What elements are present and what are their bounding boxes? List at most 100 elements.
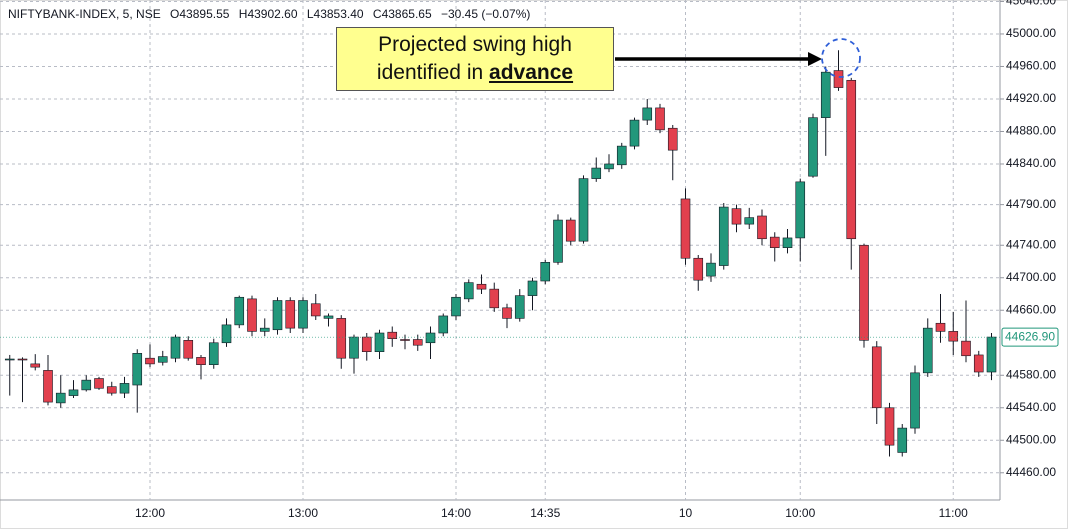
x-tick-label: 12:00 — [135, 506, 165, 520]
candle-body — [387, 331, 398, 339]
candle-body — [259, 327, 270, 332]
candle-body — [910, 372, 920, 429]
x-tick-label: 10:00 — [785, 506, 815, 520]
candle-body — [706, 262, 716, 277]
x-tick-label: 14:35 — [530, 506, 560, 520]
candle-body — [961, 340, 971, 357]
annotation-emphasis: advance — [489, 61, 574, 84]
swing-high-circle — [821, 38, 861, 78]
candle-body — [553, 219, 563, 263]
candle-body — [132, 353, 143, 386]
annotation-line: Projected swing high — [378, 33, 572, 56]
annotation-text: identified in — [376, 61, 484, 84]
candle-body — [565, 219, 576, 242]
annotation: Projected swing high identified in advan… — [336, 27, 614, 91]
candle-body — [55, 392, 66, 404]
candle-body — [170, 336, 181, 359]
last-price-tag — [1001, 327, 1059, 347]
x-tick-label: 11:00 — [939, 506, 968, 520]
candle-body — [412, 339, 423, 346]
candle-body — [591, 167, 602, 179]
candle-body — [43, 370, 53, 403]
candle-body — [935, 322, 946, 332]
candle-body — [119, 383, 130, 394]
y-tick-label: 45040.00 — [1006, 0, 1056, 8]
candle-body — [948, 331, 959, 342]
candle-body — [986, 336, 997, 373]
y-tick-label: 44700.00 — [1006, 270, 1056, 284]
y-tick-label: 44960.00 — [1006, 59, 1056, 73]
candle-body — [17, 358, 28, 361]
candle-body — [897, 427, 908, 453]
candle-body — [871, 346, 882, 409]
candle-body — [693, 257, 704, 281]
candle-body — [208, 342, 219, 366]
y-tick-label: 44660.00 — [1006, 302, 1056, 316]
candle-body — [769, 236, 780, 248]
candle-body — [451, 296, 461, 317]
candle-body — [336, 318, 347, 359]
candle-body — [859, 244, 869, 341]
candle-body — [157, 356, 168, 363]
y-tick-label: 44840.00 — [1006, 156, 1056, 170]
ohlc-close: C43865.65 — [372, 7, 432, 21]
candle-body — [718, 206, 729, 266]
y-tick-label: 45000.00 — [1006, 26, 1056, 40]
x-tick-label: 13:00 — [288, 506, 318, 520]
y-tick-label: 44460.00 — [1006, 465, 1056, 479]
ohlc-header: NIFTYBANK-INDEX, 5, NSE O43895.55 H43902… — [8, 7, 536, 21]
candle-body — [438, 315, 449, 334]
candle-body — [922, 327, 933, 374]
candle-body — [234, 296, 245, 326]
y-tick-label: 44580.00 — [1006, 367, 1056, 381]
candle-body — [514, 295, 525, 319]
y-tick-label: 44880.00 — [1006, 124, 1056, 138]
candle-body — [425, 332, 436, 344]
y-tick-label: 44500.00 — [1006, 432, 1056, 446]
candle-body — [30, 363, 41, 368]
candle-body — [502, 307, 512, 319]
candle-body — [323, 315, 334, 319]
candle-body — [604, 163, 614, 170]
axes: 44460.00 44500.00 44540.00 44580.00 44660.00… — [0, 0, 1059, 520]
candles — [4, 50, 997, 457]
ohlc-high: H43902.60 — [238, 7, 298, 21]
symbol: NIFTYBANK-INDEX, 5, NSE — [8, 7, 161, 21]
candle-body — [349, 336, 359, 359]
candle-body — [221, 324, 232, 344]
annotation-arrowhead — [808, 52, 822, 66]
candle-body — [833, 70, 844, 88]
candle-body — [183, 340, 194, 359]
candle-body — [400, 339, 410, 341]
candle-body — [616, 145, 627, 166]
x-tick-label: 14:00 — [441, 506, 471, 520]
annotation-line: identified in advance — [337, 59, 613, 87]
ohlc-low: L43853.40 — [306, 7, 364, 21]
last-price-label: 44626.90 — [1005, 329, 1055, 343]
candle-body — [94, 378, 104, 389]
candle-body — [476, 283, 487, 290]
candle-body — [540, 262, 551, 282]
candle-body — [463, 282, 474, 300]
candle-body — [247, 298, 257, 332]
candle-body — [4, 358, 15, 361]
candle-body — [680, 198, 691, 259]
candle-body — [298, 300, 308, 329]
candle-body — [655, 107, 665, 131]
candle-body — [196, 357, 206, 366]
candle-body — [820, 71, 831, 118]
candle-body — [361, 336, 372, 352]
candle-body — [731, 208, 742, 225]
candle-body — [68, 389, 79, 396]
candle-body — [285, 300, 296, 329]
candle-body — [106, 386, 117, 394]
candle-body — [578, 178, 589, 242]
candle-body — [374, 332, 385, 352]
candle-body — [795, 181, 806, 239]
candle-body — [782, 237, 793, 248]
candle-body — [757, 215, 767, 240]
candle-body — [81, 379, 92, 391]
y-tick-label: 44920.00 — [1006, 91, 1056, 105]
candle-body — [846, 79, 857, 240]
candle-body — [667, 127, 678, 151]
